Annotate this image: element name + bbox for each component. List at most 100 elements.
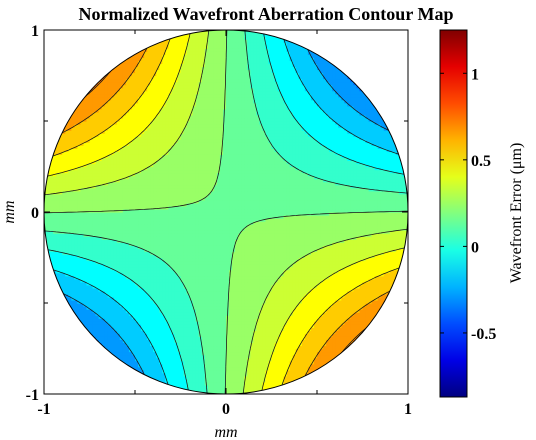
contour-cell [153,351,157,356]
contour-cell [192,387,197,392]
contour-cell [335,357,339,362]
contour-cell [177,375,182,380]
contour-cell [222,369,227,374]
contour-cell [159,369,163,374]
contour-cell [195,378,200,383]
contour-cell [250,363,254,368]
contour-cell [198,366,203,371]
contour-cell [292,354,297,359]
contour-cell [219,390,224,394]
contour-cell [138,351,142,356]
contour-cell [289,375,294,380]
contour-cell [295,369,300,374]
contour-cell [256,351,260,356]
contour-cell [195,375,200,380]
contour-cell [174,369,179,374]
contour-cell [222,363,227,368]
contour-cell [131,354,136,359]
contour-cell [171,363,176,368]
contour-cell [156,366,160,371]
contour-cell [295,366,300,371]
contour-cell [238,390,242,394]
contour-cell [268,366,273,371]
contour-cell [177,369,182,374]
contour-cell [168,348,172,353]
contour-cell [153,375,157,380]
contour-cell [44,248,48,253]
contour-cell [171,348,176,353]
contour-cell [147,369,151,374]
contour-cell [186,369,191,374]
contour-cell [259,366,263,371]
contour-cell [125,351,130,356]
contour-cell [232,351,236,356]
contour-cell [232,369,236,374]
contour-cell [253,360,257,365]
contour-cell [304,375,309,380]
contour-cell [241,351,245,356]
contour-cell [177,384,182,389]
contour-cell [235,357,239,362]
contour-cell [292,363,297,368]
contour-cell [247,384,251,389]
contour-cell [222,360,227,365]
contour-cell [244,378,248,383]
contour-cell [168,351,172,356]
contour-cell [168,372,172,377]
contour-cell [222,384,227,389]
contour-cell [171,369,176,374]
contour-cell [141,354,145,359]
contour-cell [317,354,321,359]
contour-cell [307,357,312,362]
contour-cell [210,384,215,389]
contour-cell [292,372,297,377]
contour-cell [216,369,221,374]
contour-cell [119,357,124,362]
contour-cell [207,381,212,386]
contour-cell [259,369,263,374]
contour-cell [232,390,236,394]
contour-cell [226,381,230,386]
contour-cell [204,369,209,374]
contour-cell [135,351,139,356]
contour-cell [329,354,333,359]
contour-cell [271,378,276,383]
contour-cell [162,360,166,365]
contour-cell [241,363,245,368]
contour-cell [247,369,251,374]
contour-cell [353,342,358,347]
contour-cell [295,363,300,368]
contour-cell [259,375,263,380]
contour-cell [356,339,361,344]
contour-cell [138,348,142,353]
contour-cell [189,375,194,380]
contour-cell [204,354,209,359]
contour-cell [153,360,157,365]
contour-cell [116,348,121,353]
contour-cell [213,390,218,394]
contour-cell [207,390,212,394]
contour-cell [171,357,176,362]
contour-cell [226,372,230,377]
contour-cell [222,378,227,383]
contour-cell [241,375,245,380]
contour-cell [177,354,182,359]
contour-cell [274,381,279,386]
contour-cell [122,348,127,353]
contour-cell [201,351,206,356]
contour-cell [262,369,267,374]
contour-cell [229,351,233,356]
contour-cell [125,357,130,362]
contour-cell [174,354,179,359]
contour-cell [247,378,251,383]
contour-cell [198,360,203,365]
contour-cell [171,375,176,380]
contour-cell [186,381,191,386]
contour-cell [156,375,160,380]
contour-cell [207,387,212,392]
contour-cell [198,363,203,368]
contour-cell [235,372,239,377]
contour-cell [150,360,154,365]
contour-cell [232,378,236,383]
contour-cell [168,375,172,380]
